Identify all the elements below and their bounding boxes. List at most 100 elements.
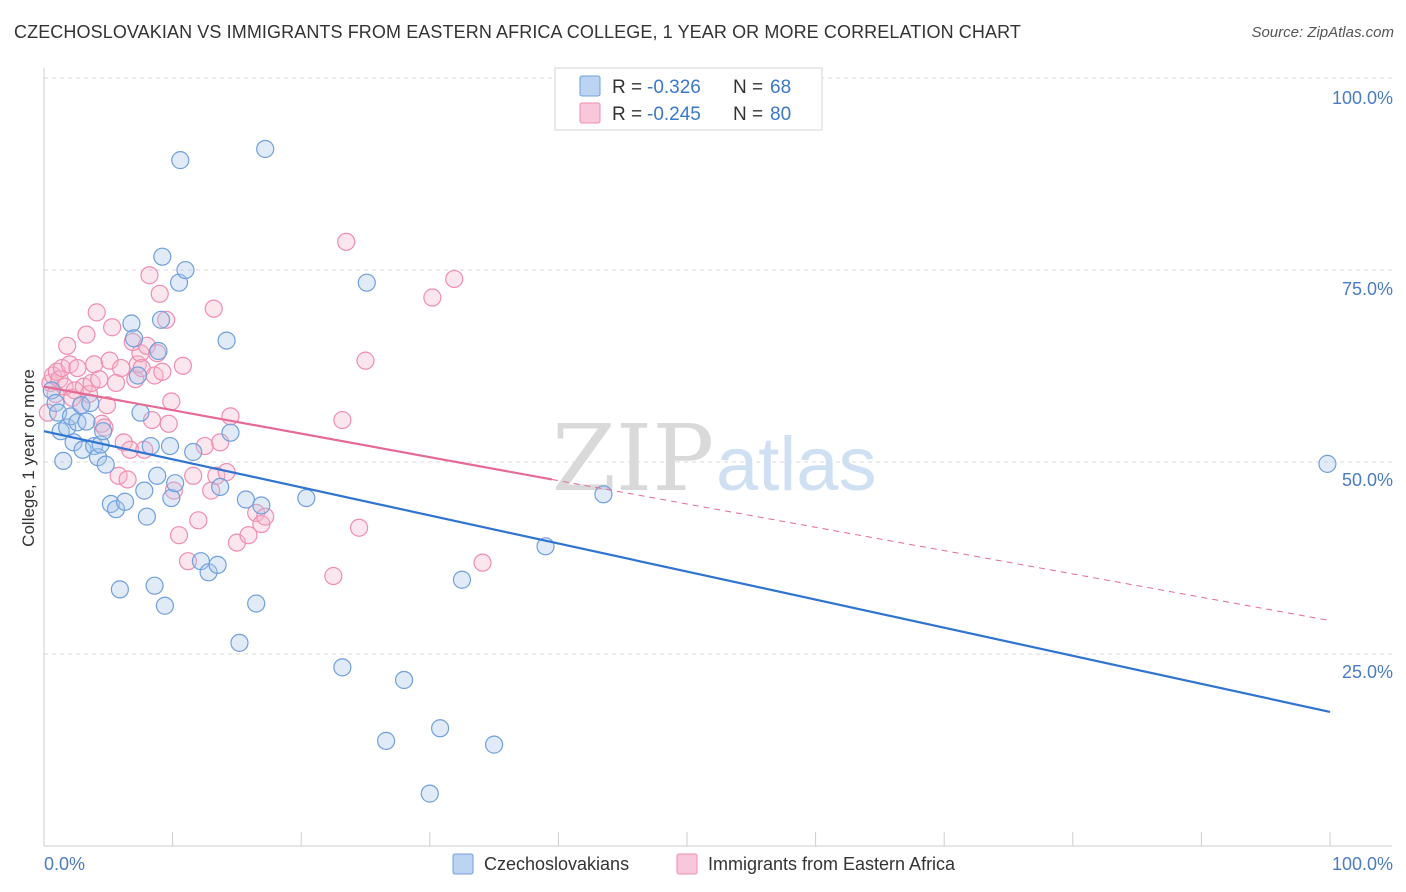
data-point-czechoslovakians xyxy=(230,633,249,652)
data-point-eastern-africa xyxy=(68,358,87,378)
data-point-eastern-africa xyxy=(184,466,203,485)
data-point-eastern-africa xyxy=(58,336,77,355)
x-axis-ticks xyxy=(43,832,1331,846)
legend-n-label-2: N = xyxy=(733,104,763,125)
data-point-czechoslovakians xyxy=(162,488,181,508)
data-point-czechoslovakians xyxy=(357,273,376,292)
data-point-eastern-africa xyxy=(38,403,57,422)
data-point-czechoslovakians xyxy=(148,466,167,485)
data-point-czechoslovakians xyxy=(149,341,168,361)
data-point-eastern-africa xyxy=(159,414,178,433)
y-tick-label-75: 75.0% xyxy=(1342,279,1393,299)
data-point-eastern-africa xyxy=(118,470,137,489)
data-point-czechoslovakians xyxy=(153,247,172,266)
data-point-eastern-africa xyxy=(256,507,275,526)
data-point-czechoslovakians xyxy=(485,735,504,754)
data-point-eastern-africa xyxy=(109,466,128,485)
y-axis-title: College, 1 year or more xyxy=(19,369,38,547)
gridlines xyxy=(44,77,1392,655)
data-point-czechoslovakians xyxy=(184,442,203,462)
data-point-eastern-africa xyxy=(349,518,369,537)
data-point-czechoslovakians xyxy=(141,436,160,456)
data-point-czechoslovakians xyxy=(122,314,141,333)
data-point-eastern-africa xyxy=(337,232,356,251)
top-legend: R = -0.326 N = 68 R = -0.245 N = 80 xyxy=(554,67,823,131)
data-point-eastern-africa xyxy=(473,553,492,572)
data-point-eastern-africa xyxy=(445,269,464,289)
data-point-czechoslovakians xyxy=(297,488,316,508)
data-point-czechoslovakians xyxy=(110,580,129,599)
data-point-eastern-africa xyxy=(169,526,189,545)
data-point-czechoslovakians xyxy=(394,670,414,690)
data-point-czechoslovakians xyxy=(176,260,195,280)
watermark-atlas: atlas xyxy=(716,422,877,507)
data-point-czechoslovakians xyxy=(155,596,174,615)
data-point-czechoslovakians xyxy=(77,412,96,431)
data-point-eastern-africa xyxy=(324,566,343,586)
legend-n-value-2: 80 xyxy=(770,104,791,125)
data-point-eastern-africa xyxy=(204,299,223,318)
watermark-zip: ZIP xyxy=(552,405,714,512)
y-tick-label-25: 25.0% xyxy=(1342,662,1393,682)
data-point-eastern-africa xyxy=(157,310,176,329)
series-czechoslovakians-points xyxy=(42,139,1337,803)
data-point-eastern-africa xyxy=(239,526,258,545)
legend-r-label-1: R = xyxy=(612,77,642,98)
data-point-czechoslovakians xyxy=(131,403,150,422)
data-point-eastern-africa xyxy=(103,318,122,337)
legend-swatch-eastern-africa xyxy=(579,102,601,124)
data-point-eastern-africa xyxy=(150,284,169,303)
series-eastern-africa-points xyxy=(38,232,492,586)
data-point-czechoslovakians xyxy=(430,719,450,738)
legend-r-label-2: R = xyxy=(612,104,642,125)
data-point-czechoslovakians xyxy=(208,555,227,574)
chart-title: CZECHOSLOVAKIAN VS IMMIGRANTS FROM EASTE… xyxy=(14,22,1021,42)
data-point-eastern-africa xyxy=(423,288,442,307)
data-point-czechoslovakians xyxy=(166,474,185,493)
data-point-czechoslovakians xyxy=(1318,454,1337,473)
data-point-eastern-africa xyxy=(356,351,375,370)
data-point-czechoslovakians xyxy=(124,329,144,348)
data-point-czechoslovakians xyxy=(94,422,113,441)
data-point-eastern-africa xyxy=(195,436,214,456)
legend-r-value-2: -0.245 xyxy=(647,104,701,125)
data-point-czechoslovakians xyxy=(452,570,472,589)
data-point-czechoslovakians xyxy=(96,455,115,474)
legend-n-label-1: N = xyxy=(733,77,763,98)
legend-n-value-1: 68 xyxy=(770,77,791,98)
data-point-czechoslovakians xyxy=(128,366,147,385)
data-point-czechoslovakians xyxy=(145,576,164,595)
data-point-eastern-africa xyxy=(178,552,198,571)
data-point-eastern-africa xyxy=(189,511,208,530)
data-point-eastern-africa xyxy=(173,356,192,375)
data-point-czechoslovakians xyxy=(151,310,171,329)
y-tick-label-100: 100.0% xyxy=(1332,88,1393,108)
trend-line-eastern-africa xyxy=(43,385,553,481)
data-point-eastern-africa xyxy=(77,325,96,344)
data-point-czechoslovakians xyxy=(217,331,236,350)
y-tick-label-50: 50.0% xyxy=(1342,470,1393,490)
data-point-eastern-africa xyxy=(162,392,181,411)
data-point-czechoslovakians xyxy=(420,784,439,803)
data-point-eastern-africa xyxy=(164,481,183,500)
bottom-legend: Czechoslovakians Immigrants from Eastern… xyxy=(452,853,956,875)
x-tick-label-100: 100.0% xyxy=(1332,854,1393,874)
data-point-czechoslovakians xyxy=(160,436,180,456)
bottom-legend-label-czechoslovakians: Czechoslovakians xyxy=(484,854,629,874)
bottom-legend-swatch-eastern-africa xyxy=(676,853,698,875)
legend-r-value-1: -0.326 xyxy=(647,77,701,98)
bottom-legend-label-eastern-africa: Immigrants from Eastern Africa xyxy=(708,854,956,874)
data-point-eastern-africa xyxy=(333,410,352,430)
data-point-czechoslovakians xyxy=(54,451,73,471)
data-point-eastern-africa xyxy=(153,362,172,381)
data-point-czechoslovakians xyxy=(115,492,135,511)
data-point-eastern-africa xyxy=(140,266,159,285)
legend-swatch-czechoslovakians xyxy=(579,75,601,97)
data-point-eastern-africa xyxy=(207,466,226,485)
data-point-czechoslovakians xyxy=(221,423,240,442)
data-point-czechoslovakians xyxy=(236,490,256,509)
data-point-czechoslovakians xyxy=(376,731,396,750)
data-point-czechoslovakians xyxy=(333,658,352,677)
x-tick-label-0: 0.0% xyxy=(44,854,85,874)
